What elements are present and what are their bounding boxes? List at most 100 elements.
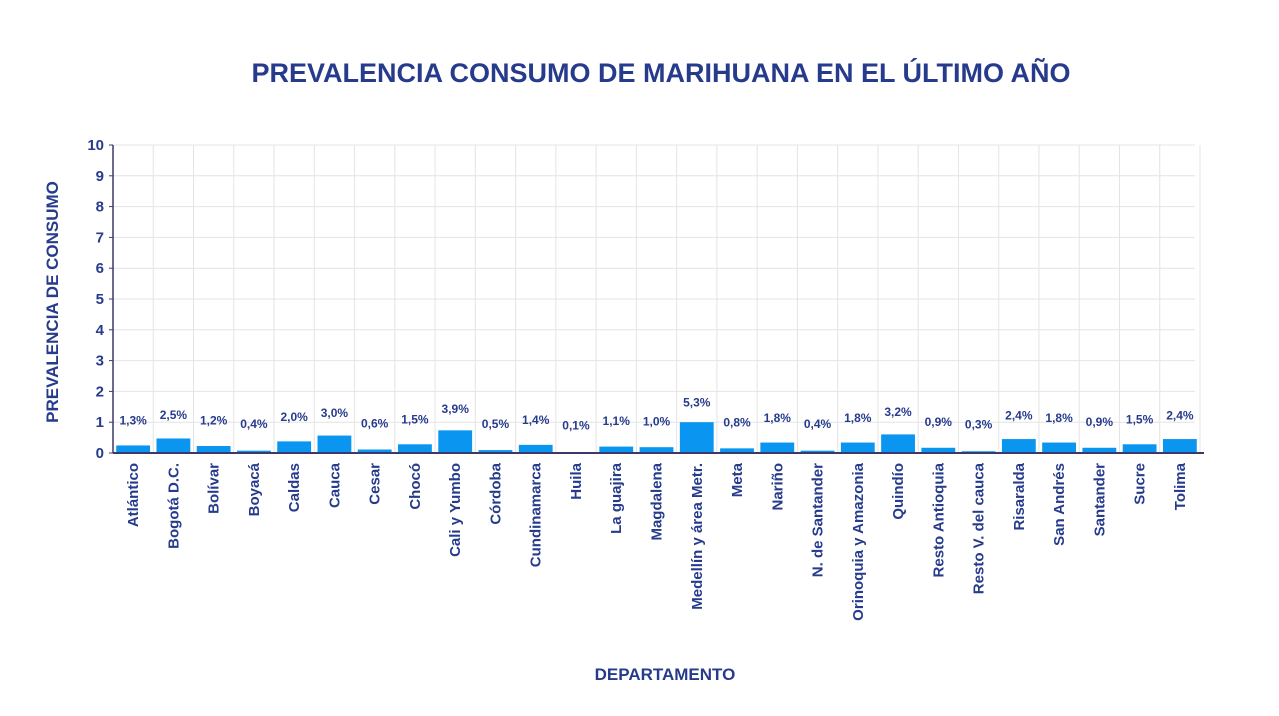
data-label: 1,8% xyxy=(764,411,792,425)
x-tick-label: La guajira xyxy=(608,462,625,534)
bar xyxy=(196,446,231,453)
bar xyxy=(478,450,513,453)
x-tick-label: Orinoquia y Amazonia xyxy=(850,462,867,620)
bar xyxy=(1162,439,1197,453)
data-label: 3,0% xyxy=(321,406,349,420)
data-label: 0,9% xyxy=(1086,415,1114,429)
y-tick-label: 5 xyxy=(96,291,104,308)
x-tick-label: Boyacá xyxy=(246,462,263,516)
data-label: 1,2% xyxy=(200,414,228,428)
x-tick-label: N. de Santander xyxy=(810,463,827,577)
bar xyxy=(1122,444,1157,453)
axes xyxy=(112,145,1204,454)
x-tick-label: Quindío xyxy=(890,463,907,520)
data-label: 1,1% xyxy=(603,414,631,428)
data-label: 2,4% xyxy=(1166,408,1194,422)
x-tick-label: Santander xyxy=(1091,463,1108,537)
bar xyxy=(679,422,714,453)
grid xyxy=(112,144,1201,454)
data-label: 1,4% xyxy=(522,413,550,427)
data-label: 3,2% xyxy=(884,405,912,419)
bar xyxy=(800,450,835,453)
x-tick-label: Huila xyxy=(568,462,585,499)
data-label: 2,5% xyxy=(160,408,188,422)
bar xyxy=(438,430,473,453)
data-label: 1,3% xyxy=(119,413,147,427)
y-tick-label: 9 xyxy=(96,168,104,185)
bar xyxy=(277,441,312,453)
y-tick-label: 10 xyxy=(87,137,104,154)
data-label: 2,0% xyxy=(280,410,308,424)
data-label: 0,1% xyxy=(562,419,590,433)
data-label: 1,5% xyxy=(1126,412,1154,426)
x-tick-label: Cundinamarca xyxy=(528,462,545,567)
bar xyxy=(881,434,915,453)
bars xyxy=(116,422,1197,453)
x-tick-label: Bogotá D.C. xyxy=(165,463,182,549)
bar xyxy=(317,435,352,453)
y-tick-label: 3 xyxy=(96,353,104,370)
x-tick-label: Córdoba xyxy=(487,462,504,524)
bar xyxy=(156,438,191,453)
x-axis-title: DEPARTAMENTO xyxy=(595,665,736,684)
bar xyxy=(357,449,392,453)
x-tick-label: Chocó xyxy=(407,463,424,510)
data-label: 0,6% xyxy=(361,416,389,430)
y-tick-label: 6 xyxy=(96,260,104,277)
x-tick-label: Cauca xyxy=(326,462,343,508)
y-tick-label: 8 xyxy=(96,199,104,216)
y-axis-ticks: 0 1 2 3 4 5 6 7 8 9 10 xyxy=(87,137,113,462)
data-label: 0,4% xyxy=(804,417,832,431)
data-label: 1,8% xyxy=(1045,411,1073,425)
data-label: 3,9% xyxy=(442,402,470,416)
y-tick-label: 0 xyxy=(96,445,104,462)
x-tick-label: Tolima xyxy=(1172,462,1189,510)
x-tick-label: Resto Antioquia xyxy=(930,462,947,577)
x-tick-label: Sucre xyxy=(1132,463,1149,505)
bar xyxy=(398,444,432,453)
bar xyxy=(921,447,956,453)
x-tick-label: Cesar xyxy=(367,463,384,505)
data-labels: 1,3% 2,5% 1,2% 0,4% 2,0% 3,0% 0,6% 1,5% 3,9% 0,5%… xyxy=(119,396,1193,433)
y-tick-label: 7 xyxy=(96,229,104,246)
bar xyxy=(599,446,634,453)
x-axis-tick-labels: Atlántico Bogotá D.C. Bolívar Boyacá Caldas C… xyxy=(125,462,1189,620)
data-label: 1,8% xyxy=(844,411,872,425)
data-label: 0,4% xyxy=(240,417,268,431)
x-tick-label: Atlántico xyxy=(125,463,142,527)
x-tick-label: San Andrés xyxy=(1051,463,1068,546)
chart-title: PREVALENCIA CONSUMO DE MARIHUANA EN EL Ú… xyxy=(251,58,1071,88)
x-tick-label: Bolívar xyxy=(206,463,223,514)
bar xyxy=(1001,439,1036,453)
bar xyxy=(236,450,271,453)
y-axis-title: PREVALENCIA DE CONSUMO xyxy=(43,181,62,423)
data-label: 5,3% xyxy=(683,396,711,410)
data-label: 1,0% xyxy=(643,415,671,429)
bar xyxy=(116,445,151,453)
bar xyxy=(1042,442,1077,453)
bar xyxy=(1082,447,1117,453)
data-label: 0,8% xyxy=(723,415,751,429)
data-label: 1,5% xyxy=(401,412,429,426)
data-label: 2,4% xyxy=(1005,408,1033,422)
y-tick-label: 1 xyxy=(96,414,104,431)
x-tick-label: Cali y Yumbo xyxy=(447,463,464,557)
x-tick-label: Resto V. del cauca xyxy=(971,462,988,594)
bar xyxy=(639,447,674,453)
x-tick-label: Nariño xyxy=(769,463,786,511)
bar xyxy=(518,444,553,453)
x-tick-label: Magdalena xyxy=(649,462,666,540)
x-tick-label: Medellín y área Metr. xyxy=(689,463,706,610)
data-label: 0,9% xyxy=(925,415,953,429)
bar xyxy=(720,448,754,453)
x-tick-label: Risaralda xyxy=(1011,462,1028,530)
x-tick-label: Caldas xyxy=(286,463,303,512)
bar xyxy=(760,442,795,453)
y-tick-label: 2 xyxy=(96,383,104,400)
x-tick-label: Meta xyxy=(729,462,746,497)
data-label: 0,3% xyxy=(965,418,993,432)
y-tick-label: 4 xyxy=(96,322,105,339)
bar xyxy=(840,442,875,453)
data-label: 0,5% xyxy=(482,417,510,431)
